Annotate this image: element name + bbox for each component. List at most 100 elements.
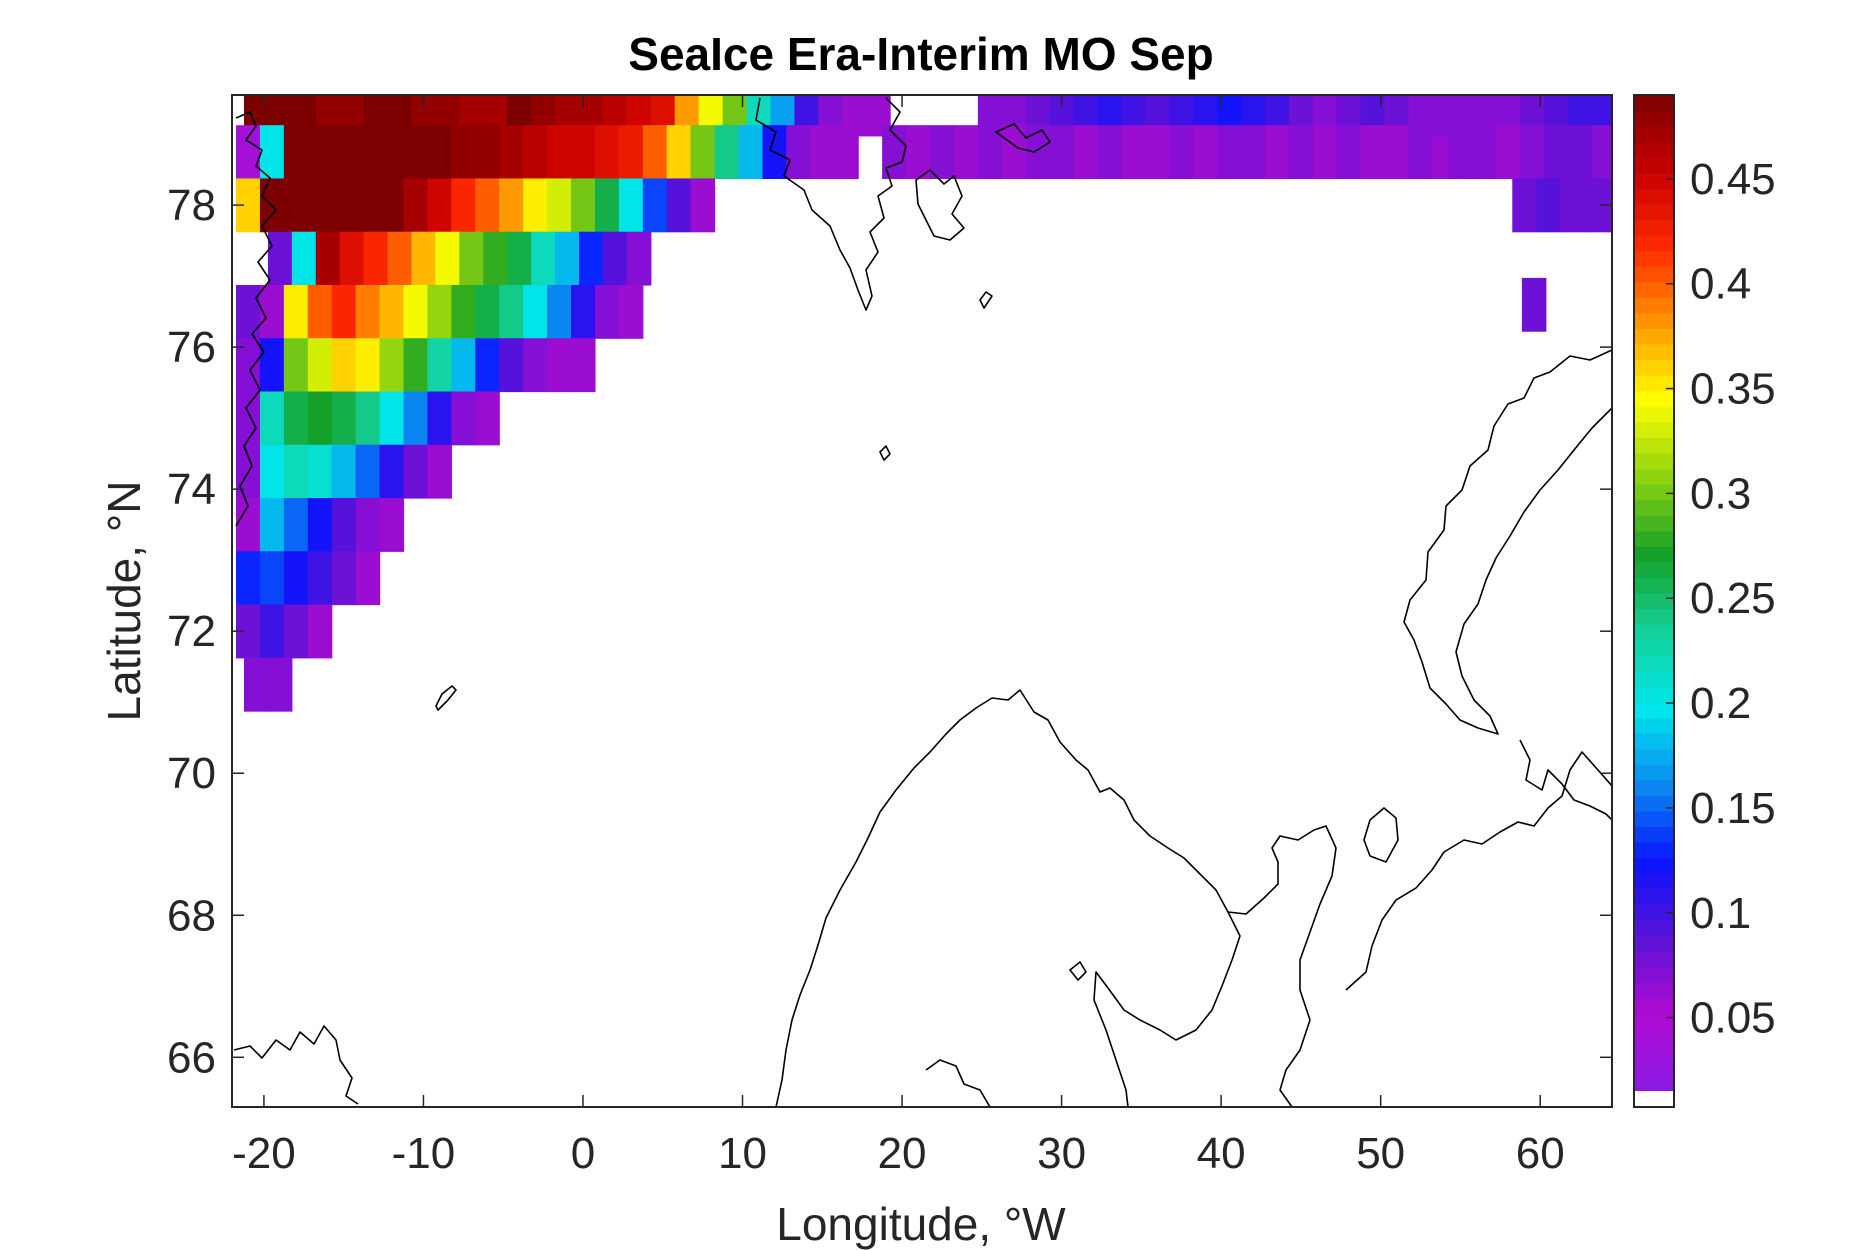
heatmap-cell — [602, 231, 628, 286]
heatmap-cell — [1536, 178, 1561, 233]
x-axis-label: Longitude, °W — [776, 1198, 1066, 1250]
heatmap-cell — [810, 125, 835, 180]
colorbar-tick-label: 0.15 — [1690, 784, 1776, 833]
heatmap-cell — [451, 125, 476, 180]
heatmap-cell — [363, 231, 389, 286]
colorbar-band — [1634, 655, 1674, 672]
heatmap-cell — [379, 498, 405, 552]
heatmap-cell — [1312, 125, 1338, 180]
y-axis-ticks: 66 68 70 72 74 76 78 — [167, 181, 1612, 1082]
heatmap-cell — [571, 338, 596, 393]
heatmap-cell — [379, 284, 405, 339]
heatmap-cell — [339, 231, 365, 286]
colorbar-band — [1634, 188, 1674, 205]
heatmap-cell — [499, 338, 524, 393]
x-tick-label: 60 — [1516, 1129, 1565, 1178]
heatmap-cell — [259, 338, 285, 393]
colorbar-band — [1634, 281, 1674, 298]
heatmap-cell — [427, 178, 452, 233]
heatmap-cell — [235, 125, 261, 180]
heatmap-cell — [403, 338, 429, 393]
plot-area-frame — [231, 94, 1613, 1108]
kildin-island — [1069, 961, 1087, 981]
heatmap-cell — [571, 178, 596, 233]
x-axis-ticks: -20 -10 0 10 20 30 40 50 60 — [232, 95, 1565, 1178]
colorbar-band — [1634, 748, 1674, 765]
heatmap-cell — [1025, 125, 1051, 180]
heatmap-cell — [594, 125, 620, 180]
heatmap-cell — [666, 125, 692, 180]
heatmap-cell — [411, 231, 437, 286]
heatmap-cell — [1496, 125, 1521, 180]
kola-gulf — [925, 1059, 991, 1107]
colorbar-band — [1634, 172, 1674, 189]
colorbar-band — [1634, 857, 1674, 874]
heatmap-cell — [283, 551, 309, 606]
heatmap-cell — [1424, 95, 1450, 137]
colorbar-band — [1634, 701, 1674, 719]
heatmap-cell — [235, 551, 261, 606]
heatmap-cell — [953, 125, 979, 180]
heatmap-cell — [738, 125, 764, 180]
heatmap-cell — [331, 338, 357, 393]
colorbar-band — [1634, 593, 1674, 610]
heatmap-cell — [259, 444, 285, 499]
heatmap-cell — [1336, 125, 1362, 180]
colorbar-tick-label: 0.2 — [1690, 679, 1751, 728]
heatmap-cell — [834, 125, 859, 180]
colorbar-tick-label: 0.4 — [1690, 260, 1751, 309]
heatmap-cell — [475, 125, 500, 180]
colorbar-band — [1634, 1013, 1674, 1030]
colorbar-band — [1634, 312, 1674, 330]
heatmap-cell — [427, 391, 452, 446]
heatmap-cell — [523, 178, 548, 233]
heatmap-cell — [1544, 125, 1569, 180]
y-tick-label: 74 — [167, 465, 216, 514]
heatmap-cell — [307, 444, 333, 499]
heatmap-cell — [259, 498, 285, 552]
colorbar-band — [1634, 733, 1674, 750]
heatmap-cell — [1049, 125, 1075, 180]
x-tick-label: -10 — [392, 1129, 456, 1178]
heatmap-cell — [1193, 125, 1218, 180]
kola-peninsula — [1227, 825, 1337, 1107]
colorbar-band — [1634, 499, 1674, 516]
heatmap-cell — [618, 284, 644, 339]
hopen-island — [979, 291, 993, 309]
heatmap-cell — [523, 284, 548, 339]
colorbar-band — [1634, 359, 1674, 376]
x-tick-label: -20 — [232, 1129, 296, 1178]
heatmap-cell — [403, 125, 429, 180]
x-tick-label: 0 — [571, 1129, 595, 1178]
y-tick-label: 68 — [167, 891, 216, 940]
heatmap-cell — [1512, 178, 1537, 233]
kanin-peninsula — [1363, 807, 1399, 863]
colorbar-band — [1634, 530, 1674, 547]
heatmap-cell — [379, 391, 405, 446]
heatmap-cell — [1121, 125, 1146, 180]
heatmap-cell — [379, 125, 405, 180]
heatmap-cell — [331, 125, 357, 180]
x-tick-label: 40 — [1197, 1129, 1246, 1178]
bear-island — [879, 445, 891, 461]
heatmap-cell — [283, 284, 309, 339]
svalbard-west — [755, 97, 907, 311]
heatmap-cell — [531, 231, 556, 286]
heatmap-cell — [315, 231, 341, 286]
colorbar-ticks: 0.05 0.1 0.15 0.2 0.25 0.3 0.35 0.4 0.45 — [1666, 155, 1776, 1043]
x-tick-label: 50 — [1356, 1129, 1405, 1178]
heatmap-cell — [451, 178, 476, 233]
colorbar-band — [1634, 670, 1674, 687]
heatmap-cell — [307, 604, 333, 659]
heatmap-cell — [331, 444, 357, 499]
heatmap-cell — [1520, 125, 1545, 180]
heatmap-cell — [283, 338, 309, 393]
heatmap-cell — [1169, 125, 1194, 180]
heatmap-cell — [929, 125, 955, 180]
heatmap-cell — [427, 284, 452, 339]
heatmap-cell — [355, 125, 381, 180]
heatmap-cell — [355, 444, 381, 499]
heatmap-cell — [459, 231, 484, 286]
heatmap-cell — [475, 284, 500, 339]
colorbar-band — [1634, 484, 1674, 501]
